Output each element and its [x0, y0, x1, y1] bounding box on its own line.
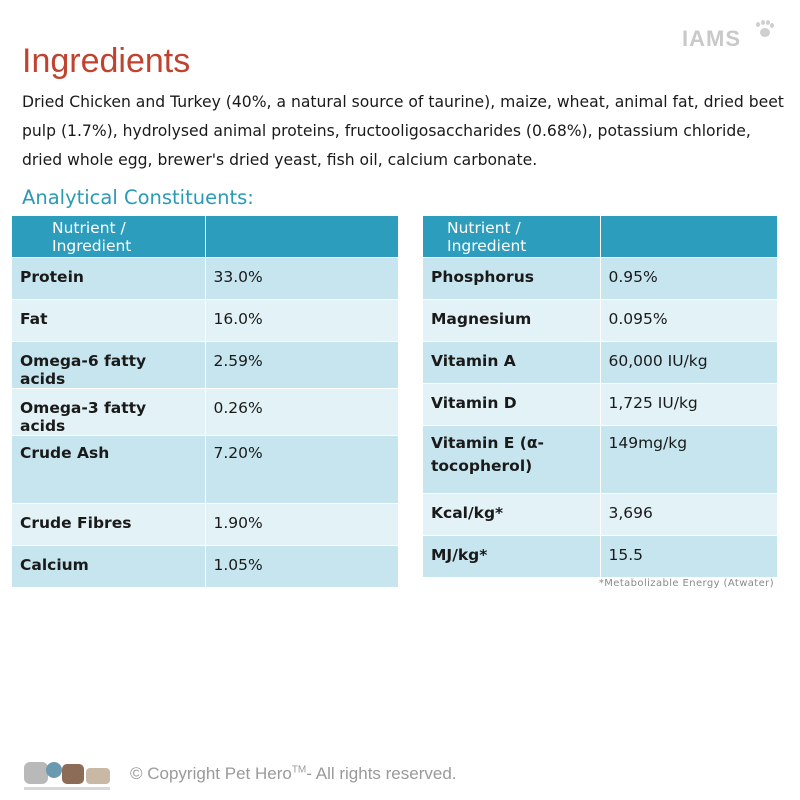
column-header-value — [204, 216, 398, 258]
copyright-suffix: - All rights reserved. — [306, 764, 457, 783]
nutrient-value: 60,000 IU/kg — [599, 341, 777, 384]
page-title: Ingredients — [22, 42, 191, 80]
nutrient-name: Vitamin E (α-tocopherol) — [423, 425, 600, 494]
nutrient-value: 7.20% — [204, 435, 398, 504]
nutrient-value: 1.90% — [204, 503, 398, 546]
footnote: *Metabolizable Energy (Atwater) — [598, 578, 774, 589]
copyright-prefix: © Copyright Pet Hero — [130, 764, 292, 783]
nutrient-name: Omega-3 fatty acids — [12, 388, 205, 436]
table-header-row: Nutrient / Ingredient — [423, 216, 777, 258]
nutrient-value: 149mg/kg — [599, 425, 777, 494]
nutrient-name: Omega-6 fatty acids — [12, 341, 205, 389]
nutrient-value: 1.05% — [204, 545, 398, 588]
analytical-constituents-heading: Analytical Constituents: — [22, 186, 254, 209]
nutrient-name: Phosphorus — [423, 257, 600, 300]
table-row: Crude Ash 7.20% — [12, 435, 398, 504]
nutrient-name: Fat — [12, 299, 205, 342]
table-row: Omega-6 fatty acids 2.59% — [12, 341, 398, 389]
nutrient-name: Crude Ash — [12, 435, 205, 504]
table-row: Fat 16.0% — [12, 299, 398, 342]
table-row: Vitamin D 1,725 IU/kg — [423, 383, 777, 426]
nutrient-name: Crude Fibres — [12, 503, 205, 546]
nutrient-value: 0.095% — [599, 299, 777, 342]
nutrient-name: Vitamin D — [423, 383, 600, 426]
nutrient-value: 2.59% — [204, 341, 398, 389]
table-row: Kcal/kg* 3,696 — [423, 493, 777, 536]
table-header-row: Nutrient / Ingredient — [12, 216, 398, 258]
table-row: Calcium 1.05% — [12, 545, 398, 588]
nutrient-name: Protein — [12, 257, 205, 300]
pet-hero-logo — [24, 762, 110, 790]
nutrient-name: MJ/kg* — [423, 535, 600, 578]
nutrient-value: 3,696 — [599, 493, 777, 536]
column-header-nutrient: Nutrient / Ingredient — [12, 216, 205, 258]
table-row: MJ/kg* 15.5 — [423, 535, 777, 578]
table-row: Magnesium 0.095% — [423, 299, 777, 342]
brand-logo: IAMS — [682, 26, 741, 51]
nutrient-value: 15.5 — [599, 535, 777, 578]
ingredients-text: Dried Chicken and Turkey (40%, a natural… — [22, 93, 784, 169]
nutrient-value: 1,725 IU/kg — [599, 383, 777, 426]
nutrient-name: Magnesium — [423, 299, 600, 342]
column-header-value — [599, 216, 777, 258]
table-row: Vitamin E (α-tocopherol) 149mg/kg — [423, 425, 777, 494]
nutrient-value: 0.95% — [599, 257, 777, 300]
table-row: Crude Fibres 1.90% — [12, 503, 398, 546]
nutrient-value: 16.0% — [204, 299, 398, 342]
nutrient-value: 33.0% — [204, 257, 398, 300]
nutrient-table-right: Nutrient / Ingredient Phosphorus 0.95% M… — [423, 216, 777, 578]
table-row: Vitamin A 60,000 IU/kg — [423, 341, 777, 384]
table-row: Phosphorus 0.95% — [423, 257, 777, 300]
nutrient-name: Vitamin A — [423, 341, 600, 384]
nutrient-name: Kcal/kg* — [423, 493, 600, 536]
table-row: Omega-3 fatty acids 0.26% — [12, 388, 398, 436]
column-header-nutrient: Nutrient / Ingredient — [423, 216, 600, 258]
nutrient-value: 0.26% — [204, 388, 398, 436]
nutrient-name: Calcium — [12, 545, 205, 588]
copyright-notice: © Copyright Pet HeroTM- All rights reser… — [130, 764, 457, 784]
trademark-mark: TM — [291, 764, 307, 776]
table-row: Protein 33.0% — [12, 257, 398, 300]
nutrient-table-left: Nutrient / Ingredient Protein 33.0% Fat … — [12, 216, 398, 588]
